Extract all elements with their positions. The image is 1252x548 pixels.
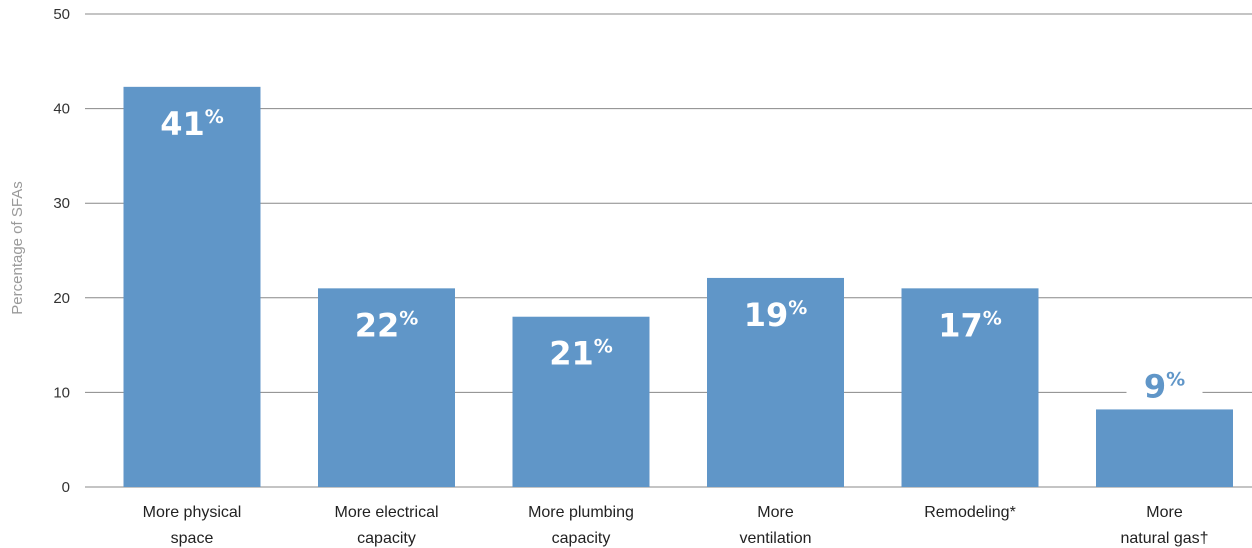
y-axis-label: Percentage of SFAs	[9, 181, 26, 314]
bar	[901, 288, 1039, 487]
x-axis-categories: More physical space More electrical capacit…	[143, 504, 1209, 547]
gridlines	[85, 13, 1252, 488]
bar	[707, 277, 844, 487]
x-category-label: More electrical capacity	[334, 504, 438, 547]
y-axis-ticks: 0 10 20 30 40 50	[53, 6, 70, 496]
data-label: 21%	[549, 335, 613, 373]
data-label: 41%	[160, 105, 224, 143]
y-tick-label: 10	[53, 384, 70, 401]
bar	[1096, 409, 1233, 487]
bars	[123, 86, 1233, 487]
x-category-label: More physical space	[143, 504, 242, 547]
data-label: 22%	[355, 306, 419, 344]
data-label: 9%	[1144, 367, 1185, 405]
bar	[512, 316, 650, 487]
y-tick-label: 20	[53, 290, 70, 307]
x-category-label: More natural gas†	[1120, 504, 1208, 547]
y-tick-label: 30	[53, 195, 70, 212]
bar	[318, 288, 455, 487]
y-tick-label: 40	[53, 101, 70, 118]
data-labels: 41% 22% 21% 19% 17% 9%	[160, 105, 1203, 405]
x-category-label: More ventilation	[739, 504, 811, 547]
x-category-label: Remodeling*	[924, 504, 1016, 521]
y-tick-label: 50	[53, 6, 70, 23]
bar	[123, 86, 261, 487]
data-label: 17%	[938, 306, 1002, 344]
y-tick-label: 0	[62, 479, 70, 496]
x-category-label: More plumbing capacity	[528, 504, 634, 547]
data-label: 19%	[744, 296, 808, 334]
data-label-backing	[1126, 361, 1203, 402]
